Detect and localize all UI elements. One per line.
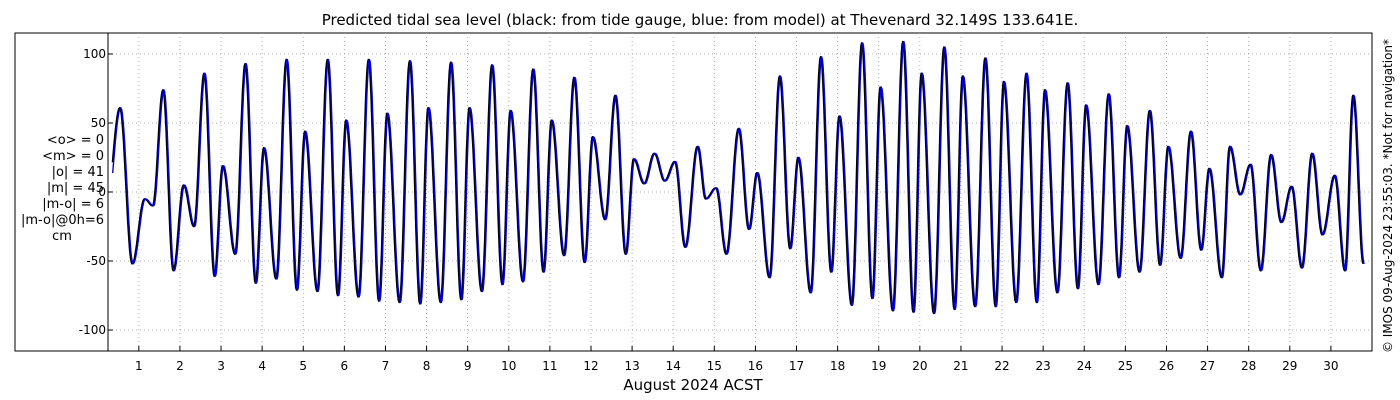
x-tick-label: 15 (707, 359, 722, 373)
x-tick-label: 5 (299, 359, 307, 373)
x-tick-label: 18 (830, 359, 845, 373)
x-tick-label: 14 (666, 359, 681, 373)
x-tick-label: 4 (258, 359, 266, 373)
x-tick-label: 25 (1118, 359, 1133, 373)
x-tick-label: 16 (748, 359, 763, 373)
x-tick-label: 19 (871, 359, 886, 373)
x-axis-label: August 2024 ACST (623, 376, 763, 394)
x-tick-label: 21 (953, 359, 968, 373)
x-tick-label: 7 (382, 359, 390, 373)
stat-unit: cm (52, 229, 72, 244)
grid-lines (108, 33, 1372, 351)
stat-abs-difference-0h: |m-o|@0h=6 (21, 213, 104, 228)
statistics-panel: <o> = 0 <m> = 0 |o| = 41 |m| = 45 |m-o| … (6, 133, 104, 245)
x-tick-label: 8 (423, 359, 431, 373)
x-tick-label: 12 (583, 359, 598, 373)
x-tick-label: 13 (624, 359, 639, 373)
x-tick-label: 29 (1282, 359, 1297, 373)
stat-abs-model: |m| = 45 (46, 181, 104, 196)
stat-abs-difference: |m-o| = 6 (42, 197, 104, 212)
x-tick-label: 20 (912, 359, 927, 373)
y-tick-label: 100 (83, 47, 106, 61)
x-tick-label: 30 (1323, 359, 1338, 373)
y-tick-label: 50 (91, 116, 106, 130)
x-tick-label: 2 (176, 359, 184, 373)
y-tick-label: 0 (98, 185, 106, 199)
x-tick-label: 10 (501, 359, 516, 373)
x-tick-label: 22 (994, 359, 1009, 373)
x-tick-label: 27 (1200, 359, 1215, 373)
y-tick-label: -50 (86, 254, 106, 268)
model-line (112, 40, 1365, 315)
x-tick-label: 11 (542, 359, 557, 373)
x-tick-label: 23 (1036, 359, 1051, 373)
tide-gauge-line (111, 40, 1364, 315)
stat-abs-observed: |o| = 41 (51, 165, 104, 180)
series-group (111, 40, 1365, 315)
stat-mean-model: <m> = 0 (42, 149, 104, 164)
x-tick-label: 28 (1241, 359, 1256, 373)
copyright-note: © IMOS 09-Aug-2024 23:55:03. *Not for na… (1381, 39, 1395, 353)
x-tick-label: 6 (341, 359, 349, 373)
chart-title: Predicted tidal sea level (black: from t… (322, 11, 1079, 29)
x-tick-label: 24 (1077, 359, 1092, 373)
x-tick-label: 26 (1159, 359, 1174, 373)
plot-frame (14, 32, 1373, 352)
x-tick-label: 9 (464, 359, 472, 373)
stat-mean-observed: <o> = 0 (46, 133, 104, 148)
x-tick-label: 3 (217, 359, 225, 373)
y-tick-label: -100 (79, 323, 106, 337)
x-tick-label: 17 (789, 359, 804, 373)
x-tick-label: 1 (135, 359, 143, 373)
